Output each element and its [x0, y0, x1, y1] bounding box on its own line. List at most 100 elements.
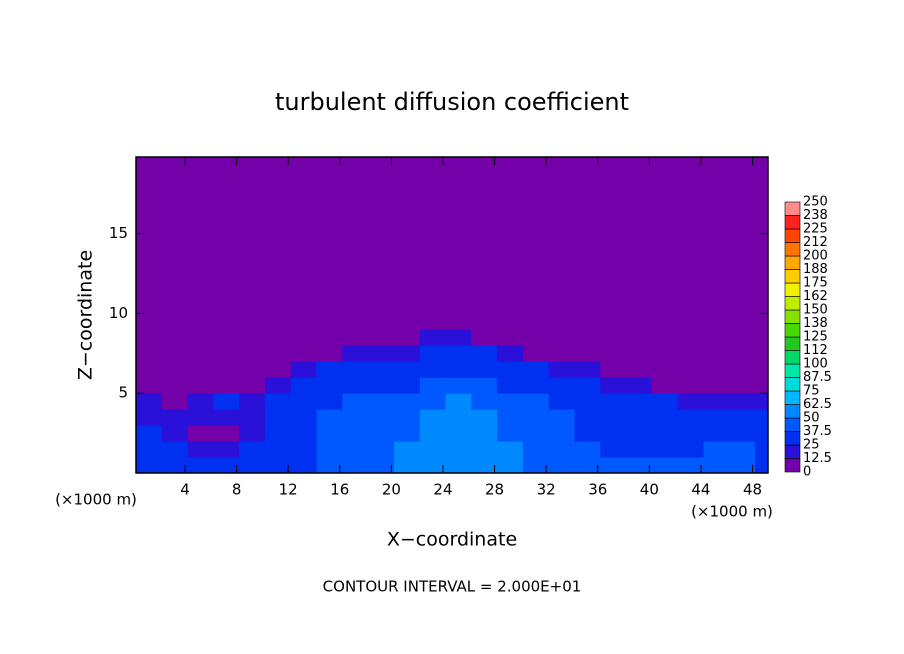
cell	[471, 345, 498, 362]
cell	[626, 425, 653, 442]
cell	[316, 393, 343, 410]
cell	[264, 457, 292, 474]
cell	[574, 393, 601, 410]
colorbar-label: 225	[803, 222, 828, 237]
colorbar-label: 37.5	[803, 424, 832, 439]
cell	[651, 329, 679, 346]
colorbar-swatch	[784, 444, 801, 459]
cell	[522, 425, 550, 442]
cell	[445, 345, 472, 362]
cell	[497, 157, 524, 330]
cell	[600, 393, 627, 410]
cell	[497, 457, 524, 474]
cell	[548, 361, 576, 378]
cell	[600, 345, 627, 362]
cell	[187, 393, 214, 410]
cell	[445, 441, 472, 458]
cell	[703, 345, 730, 362]
cell	[755, 409, 769, 426]
colorbar-label: 0	[803, 465, 811, 480]
cell	[677, 377, 705, 394]
colorbar-label: 112	[803, 343, 828, 358]
cell	[290, 425, 318, 442]
x-tick-label: 36	[588, 481, 607, 499]
cell	[471, 361, 498, 378]
x-unit-label: (×1000 m)	[691, 503, 773, 521]
cell	[651, 393, 679, 410]
cell	[574, 409, 601, 426]
y-tick-label: 5	[118, 384, 128, 402]
x-tick-label: 32	[537, 481, 556, 499]
colorbar-label: 100	[803, 357, 828, 372]
cell	[419, 441, 447, 458]
cell	[703, 425, 730, 442]
y-tick-label: 10	[109, 304, 128, 322]
x-tick-label: 4	[180, 481, 190, 499]
x-tick-label: 44	[691, 481, 710, 499]
cell	[187, 361, 214, 378]
cell	[471, 393, 498, 410]
cell	[703, 329, 730, 346]
cell	[548, 345, 576, 362]
cell	[755, 345, 769, 362]
cell	[522, 409, 550, 426]
cell	[393, 425, 421, 442]
colorbar-label: 25	[803, 438, 820, 453]
cell	[626, 361, 653, 378]
cell	[342, 329, 369, 346]
y-axis-title: Z−coordinate	[75, 250, 97, 380]
cell	[290, 157, 318, 330]
cell	[368, 157, 395, 330]
cell	[239, 393, 266, 410]
cell	[419, 409, 447, 426]
cell	[213, 393, 240, 410]
cell	[368, 361, 395, 378]
cell	[471, 441, 498, 458]
cell	[548, 441, 576, 458]
cell	[522, 457, 550, 474]
cell	[342, 345, 369, 362]
cell	[393, 329, 421, 346]
colorbar-label: 62.5	[803, 397, 832, 412]
cell	[703, 457, 730, 474]
cell	[419, 361, 447, 378]
cell	[419, 393, 447, 410]
cell	[703, 361, 730, 378]
cell	[626, 457, 653, 474]
cell	[368, 329, 395, 346]
cell	[264, 361, 292, 378]
cell	[419, 425, 447, 442]
colorbar-swatch	[784, 404, 801, 419]
footnote: CONTOUR INTERVAL = 2.000E+01	[323, 578, 582, 596]
cell	[626, 157, 653, 330]
cell	[445, 377, 472, 394]
cell	[445, 425, 472, 442]
cell	[651, 457, 679, 474]
cell	[651, 409, 679, 426]
cell	[368, 345, 395, 362]
colorbar-swatch	[784, 269, 801, 284]
cell	[136, 157, 163, 330]
cell	[729, 377, 756, 394]
cell	[342, 441, 369, 458]
cell	[574, 329, 601, 346]
cell	[626, 377, 653, 394]
colorbar-swatch	[784, 350, 801, 365]
x-tick-label: 8	[232, 481, 242, 499]
colorbar-swatch	[784, 228, 801, 243]
cell	[497, 329, 524, 346]
colorbar-label: 125	[803, 330, 828, 345]
cell	[600, 457, 627, 474]
cell	[342, 361, 369, 378]
cell	[187, 377, 214, 394]
cell	[522, 345, 550, 362]
cell	[342, 425, 369, 442]
cell	[316, 425, 343, 442]
cell	[264, 441, 292, 458]
colorbar-swatch	[784, 296, 801, 311]
cell	[136, 409, 163, 426]
cell	[239, 329, 266, 346]
cell	[161, 441, 189, 458]
cell	[626, 329, 653, 346]
cell	[393, 409, 421, 426]
